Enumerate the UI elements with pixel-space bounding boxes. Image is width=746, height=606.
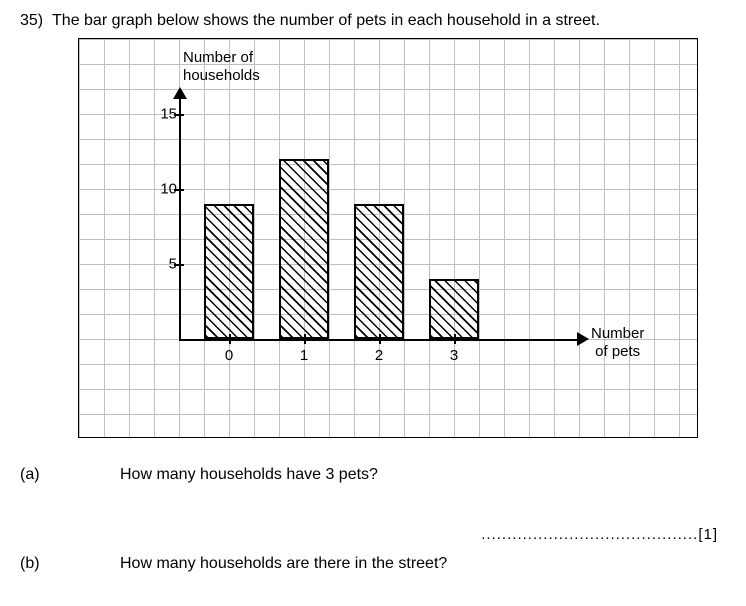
subquestion-a: (a) How many households have 3 pets? xyxy=(20,466,726,484)
x-tick-mark xyxy=(229,334,231,344)
bar-hatch-pattern xyxy=(281,161,327,337)
x-tick-label: 2 xyxy=(375,347,383,364)
question-header: 35) The bar graph below shows the number… xyxy=(20,12,726,30)
x-tick-mark xyxy=(454,334,456,344)
subquestion-b-text: How many households are there in the str… xyxy=(120,555,447,573)
question-prompt: The bar graph below shows the number of … xyxy=(52,12,600,29)
y-tick-label: 15 xyxy=(147,106,177,123)
x-tick-mark xyxy=(379,334,381,344)
y-tick-mark xyxy=(174,114,184,116)
y-tick-mark xyxy=(174,189,184,191)
y-tick-label: 5 xyxy=(147,256,177,273)
bar xyxy=(429,279,479,339)
bar-hatch-pattern xyxy=(431,281,477,337)
bar-hatch-pattern xyxy=(356,206,402,337)
bar-chart: Number of households 51015 0123 Number o… xyxy=(78,38,698,438)
x-axis-label: Number of pets xyxy=(591,325,644,361)
bar xyxy=(204,204,254,339)
subquestion-a-text: How many households have 3 pets? xyxy=(120,466,378,484)
y-tick-label: 10 xyxy=(147,181,177,198)
question-number: 35) xyxy=(20,12,43,29)
subquestion-a-label: (a) xyxy=(20,466,120,484)
x-axis-label-line2: of pets xyxy=(595,343,640,360)
x-tick-mark xyxy=(304,334,306,344)
bar xyxy=(279,159,329,339)
y-axis-line xyxy=(179,94,181,339)
answer-blank-line: ........................................… xyxy=(20,526,726,543)
x-axis-arrow-icon xyxy=(577,332,589,346)
bar-hatch-pattern xyxy=(206,206,252,337)
answer-marks: [1] xyxy=(698,526,718,543)
bar xyxy=(354,204,404,339)
x-axis-label-line1: Number xyxy=(591,325,644,342)
x-tick-label: 3 xyxy=(450,347,458,364)
y-axis-arrow-icon xyxy=(173,87,187,99)
y-tick-mark xyxy=(174,264,184,266)
subquestion-b-label: (b) xyxy=(20,555,120,573)
answer-dots: ........................................… xyxy=(481,526,698,543)
x-tick-label: 0 xyxy=(225,347,233,364)
x-tick-label: 1 xyxy=(300,347,308,364)
subquestion-b: (b) How many households are there in the… xyxy=(20,555,726,573)
